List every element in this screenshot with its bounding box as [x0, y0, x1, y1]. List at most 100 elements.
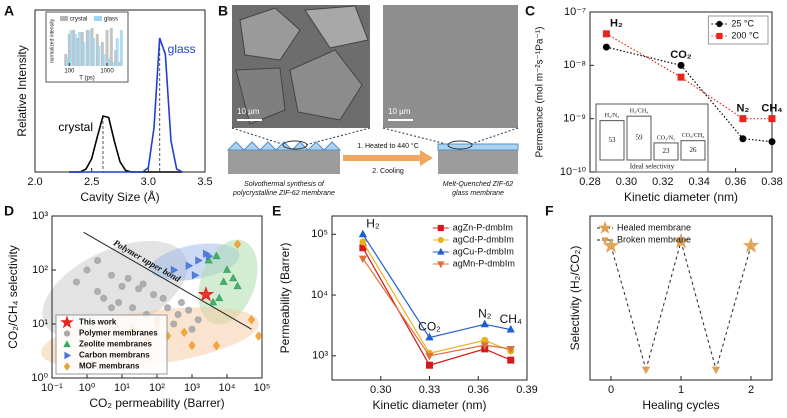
data-point — [124, 274, 132, 282]
data-point — [507, 356, 515, 364]
panel-letter: F — [545, 203, 554, 219]
x-tick-label: 0 — [608, 384, 614, 396]
data-point — [107, 271, 115, 279]
data-point — [107, 304, 115, 312]
inset-bar — [680, 140, 706, 161]
inset-bar — [102, 54, 106, 66]
x-axis-label: Cavity Size (Å) — [80, 189, 159, 204]
y-tick-label: 10¹ — [32, 318, 48, 330]
legend-label: Zeolite membranes — [79, 340, 152, 349]
data-point — [72, 278, 80, 286]
series-label: crystal — [58, 120, 93, 134]
inset-category: H₂/CH₄ — [630, 109, 649, 115]
x-tick-label: 2.5 — [84, 176, 99, 188]
legend-label: Carbon membrans — [79, 351, 150, 360]
data-point — [185, 261, 194, 270]
data-point — [180, 327, 188, 338]
panel-letter: B — [218, 3, 228, 19]
micrograph-glass — [383, 5, 518, 128]
data-point — [100, 294, 108, 302]
inset-value: 53 — [609, 136, 617, 144]
caption: Melt-Quenched ZIF-62 — [443, 181, 514, 188]
x-tick-label: 0.30 — [616, 176, 637, 188]
inset-bar — [115, 38, 119, 66]
data-point — [215, 293, 224, 302]
gas-label: CH₄ — [500, 312, 522, 326]
y-axis-label: Relative Intensity — [15, 45, 29, 136]
y-tick-label: 10⁰ — [31, 372, 48, 384]
legend-marker — [64, 351, 72, 360]
x-tick-label: 10² — [149, 382, 165, 394]
y-tick-label: 10³ — [312, 350, 328, 362]
y-tick-label: 10⁻¹⁰ — [560, 166, 587, 178]
y-tick-label: 10⁴ — [311, 289, 328, 301]
legend-label: agCu-P-dmbIm — [453, 246, 514, 256]
y-axis-label: Permeability (Barrer) — [278, 243, 292, 354]
x-tick-label: 0.39 — [516, 384, 537, 396]
connector — [680, 241, 717, 370]
legend-marker — [437, 224, 444, 232]
gas-label: H₂ — [366, 216, 380, 230]
legend-label: This work — [79, 318, 117, 327]
data-point — [359, 238, 367, 246]
legend-marker — [598, 220, 612, 234]
series-line — [362, 258, 511, 357]
inset-xlabel: T (ps) — [79, 76, 95, 82]
crystal-shape — [304, 5, 369, 49]
glass-layer — [437, 143, 519, 151]
data-point — [739, 115, 747, 123]
data-point — [174, 310, 182, 318]
data-point — [195, 256, 203, 265]
data-point — [233, 239, 242, 249]
x-tick-label: 0.30 — [370, 384, 391, 396]
x-tick-label: 1 — [678, 384, 684, 396]
caption: glass membrane — [452, 190, 504, 197]
inset-bar — [653, 142, 679, 161]
data-point — [506, 324, 515, 333]
legend-label: Broken membrane — [617, 234, 691, 244]
series-label: glass — [168, 42, 196, 56]
panel-letter: A — [4, 3, 14, 19]
data-point — [742, 237, 760, 253]
inset-legend-swatch — [94, 16, 102, 21]
data-point — [188, 340, 196, 351]
x-axis-label: CO₂ permeability (Barrer) — [89, 396, 224, 410]
y-tick-label: 10⁻⁷ — [564, 6, 586, 18]
series-line — [362, 241, 511, 354]
legend-marker — [601, 237, 609, 245]
inset-bar — [626, 115, 652, 161]
data-point — [677, 61, 685, 69]
data-point — [177, 299, 185, 307]
data-point — [164, 304, 172, 312]
legend-label: agZn-P-dmbIm — [453, 222, 513, 232]
gas-label: CO₂ — [418, 320, 441, 334]
inset-value: 26 — [690, 146, 698, 154]
x-tick-label: 0.34 — [688, 176, 709, 188]
inset-tick-label: 100 — [64, 69, 75, 75]
gas-label: N₂ — [478, 306, 492, 320]
legend-label: agCd-P-dmbIm — [453, 234, 514, 244]
legend-marker — [63, 362, 71, 371]
data-point — [358, 229, 368, 238]
data-point — [425, 352, 434, 361]
legend-marker — [63, 340, 71, 348]
process-step: 1. Heated to 440 °C — [357, 142, 419, 150]
inset-bar — [65, 58, 69, 66]
data-point — [194, 316, 202, 324]
zoom-ellipse — [447, 140, 473, 150]
y-tick-label: 10⁻⁹ — [563, 113, 586, 125]
data-point — [739, 135, 747, 143]
caption: Solvothermal synthesis of — [244, 181, 325, 188]
zoom-line — [467, 127, 519, 146]
inset-bar — [78, 32, 82, 66]
data-point — [254, 331, 263, 341]
data-point — [204, 255, 213, 264]
legend-marker — [716, 32, 723, 40]
inset-legend-label: crystal — [70, 17, 87, 23]
legend-marker — [716, 20, 723, 28]
gas-label: CH₄ — [761, 103, 782, 115]
legend-label: MOF membrans — [79, 362, 140, 371]
upper-bound — [83, 231, 252, 330]
series-line — [362, 233, 511, 339]
